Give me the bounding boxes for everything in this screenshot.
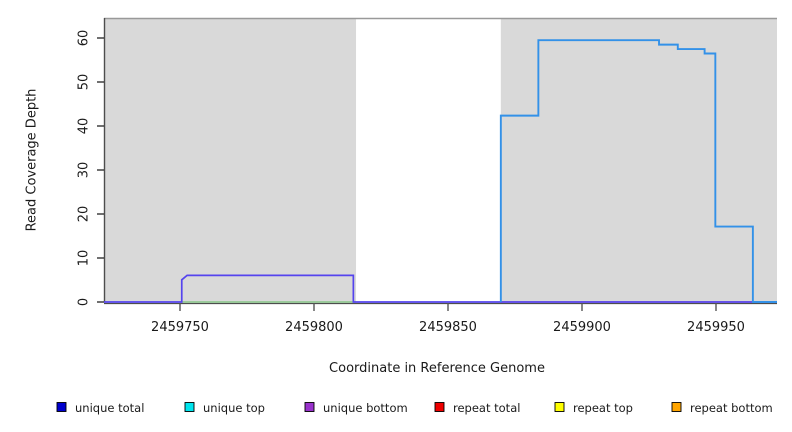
y-axis-label: Read Coverage Depth — [25, 89, 40, 232]
legend-label-unique-bottom: unique bottom — [323, 401, 408, 415]
y-tick-label-60: 60 — [77, 30, 92, 47]
series-repeat-total-line — [499, 39, 777, 303]
legend-swatch-repeat-bottom — [671, 402, 682, 412]
x-tick-label-0: 2459750 — [151, 320, 209, 335]
x-axis-tick-labels: 2459750 2459800 2459850 2459900 2459950 — [151, 320, 745, 335]
y-tick-label-10: 10 — [77, 250, 92, 267]
shaded-region-right — [500, 18, 777, 302]
x-axis-label: Coordinate in Reference Genome — [329, 361, 545, 376]
legend-swatch-unique-total — [56, 402, 67, 412]
x-axis-ticks — [179, 303, 717, 311]
x-tick-label-4: 2459950 — [687, 320, 745, 335]
y-tick-label-40: 40 — [77, 118, 92, 135]
y-axis-ticks — [97, 37, 104, 303]
y-tick-label-30: 30 — [77, 162, 92, 179]
legend-swatch-unique-top — [184, 402, 195, 412]
legend-label-unique-total: unique total — [75, 401, 144, 415]
legend-label-repeat-total: repeat total — [453, 401, 520, 415]
series-group — [104, 39, 777, 303]
chart-legend: unique total unique top unique bottom repea… — [56, 401, 773, 415]
shaded-regions — [104, 18, 777, 302]
legend-label-repeat-bottom: repeat bottom — [690, 401, 773, 415]
y-tick-label-20: 20 — [77, 206, 92, 223]
legend-label-unique-top: unique top — [203, 401, 265, 415]
legend-swatch-unique-bottom — [304, 402, 315, 412]
x-tick-label-2: 2459850 — [419, 320, 477, 335]
y-tick-label-0: 0 — [77, 298, 92, 306]
legend-label-repeat-top: repeat top — [573, 401, 633, 415]
x-tick-label-3: 2459900 — [553, 320, 611, 335]
series-unique-total-line — [104, 274, 777, 303]
legend-swatch-repeat-top — [554, 402, 565, 412]
y-axis-tick-labels: 0 10 20 30 40 50 60 — [77, 30, 92, 306]
shaded-region-left — [104, 18, 357, 302]
y-tick-label-50: 50 — [77, 74, 92, 91]
x-tick-label-1: 2459800 — [285, 320, 343, 335]
legend-swatch-repeat-total — [434, 402, 445, 412]
